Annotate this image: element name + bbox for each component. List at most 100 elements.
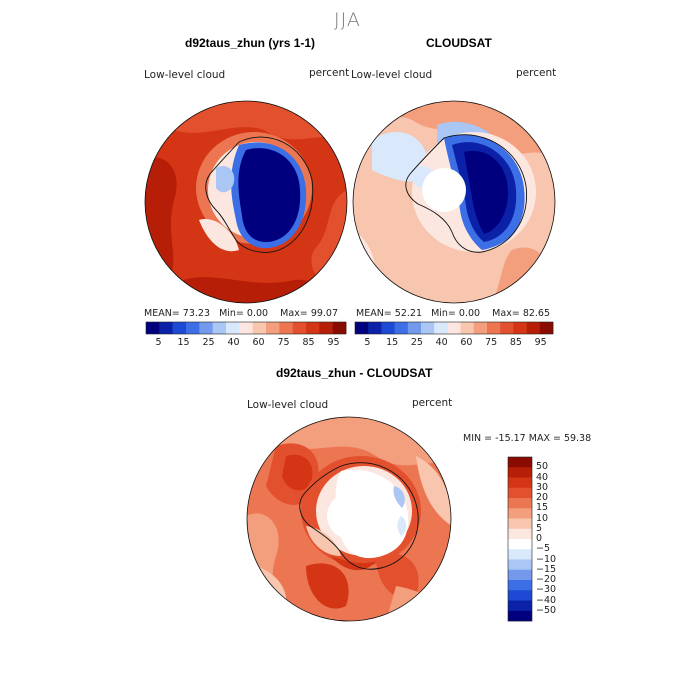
colorbar-tick-label: 50 (536, 461, 549, 473)
right-colorbar (354, 321, 554, 335)
colorbar-tick-label: 10 (536, 512, 549, 524)
diff-colorbar-ticks: 50 40 30 20 15 10 5 0 −5 −10 −15 −20 −30 −40 −50 (536, 457, 576, 621)
colorbar-tick-label: 15 (177, 337, 190, 348)
colorbar-swatch (508, 569, 532, 581)
colorbar-swatch (368, 322, 382, 334)
right-min-value: 0.00 (458, 308, 481, 319)
colorbar-tick-label: −40 (536, 594, 557, 606)
colorbar-tick-label: 5 (536, 522, 543, 534)
left-field-label: Low-level cloud (144, 69, 226, 81)
colorbar-swatch (172, 322, 187, 334)
colorbar-swatch (487, 322, 501, 334)
colorbar-tick-label: 25 (202, 337, 215, 348)
colorbar-swatch (508, 498, 532, 509)
colorbar-swatch (186, 322, 200, 334)
right-units-label: percent (516, 67, 557, 79)
left-min-label: Min= (219, 308, 244, 319)
colorbar-tick-label: −5 (536, 543, 551, 555)
colorbar-swatch (199, 322, 213, 334)
colorbar-swatch (355, 322, 369, 334)
right-mean-value: 52.21 (394, 308, 422, 319)
left-max-label: Max= (280, 308, 308, 319)
colorbar-swatch (319, 322, 333, 334)
colorbar-tick-label: 85 (302, 337, 315, 348)
colorbar-tick-label: 30 (536, 481, 549, 493)
colorbar-tick-label: 60 (252, 337, 265, 348)
colorbar-swatch (332, 322, 347, 334)
colorbar-tick-label: 95 (327, 337, 340, 348)
colorbar-tick-label: −20 (536, 574, 557, 585)
right-max-label: Max= (492, 308, 520, 319)
colorbar-swatch (526, 322, 541, 334)
colorbar-tick-label: −10 (536, 553, 557, 565)
colorbar-swatch (279, 322, 293, 334)
colorbar-swatch (508, 539, 532, 550)
diff-minmax: MIN = -15.17 MAX = 59.38 (463, 433, 592, 444)
colorbar-tick-label: 5 (155, 337, 162, 348)
right-max-value: 82.65 (522, 308, 551, 319)
colorbar-swatch (539, 322, 554, 334)
colorbar-tick-label: −15 (536, 563, 557, 575)
colorbar-tick-label: 75 (277, 337, 290, 348)
colorbar-tick-label: 40 (435, 337, 448, 348)
colorbar-tick-label: 15 (386, 337, 399, 348)
right-stats: MEAN= 52.21 Min= 0.00 Max= 82.65 (356, 308, 550, 319)
diff-panel-title: d92taus_zhun - CLOUDSAT (276, 366, 433, 380)
colorbar-swatch (460, 322, 475, 334)
left-polar-map (144, 100, 348, 304)
right-panel-title: CLOUDSAT (426, 36, 492, 50)
diff-field-label: Low-level cloud (247, 399, 329, 411)
left-mean-value: 73.23 (182, 308, 210, 319)
colorbar-swatch (508, 590, 532, 601)
colorbar-border (354, 321, 554, 335)
left-min-value: 0.00 (246, 308, 269, 319)
colorbar-tick-label: 75 (485, 337, 498, 348)
right-field-label: Low-level cloud (351, 69, 433, 81)
colorbar-swatch (239, 322, 253, 334)
colorbar-swatch (407, 322, 422, 334)
colorbar-swatch (508, 528, 532, 540)
colorbar-tick-label: −50 (536, 604, 557, 616)
colorbar-swatch (252, 322, 267, 334)
colorbar-tick-label: 25 (410, 337, 423, 348)
colorbar-tick-label: 40 (536, 471, 549, 483)
colorbar-swatch (508, 477, 532, 489)
right-min-label: Min= (431, 308, 456, 319)
right-mean-label: MEAN= (356, 308, 392, 319)
left-mean-label: MEAN= (144, 308, 180, 319)
right-polar-map (352, 100, 556, 304)
colorbar-tick-label: 15 (536, 502, 549, 514)
colorbar-swatch (473, 322, 488, 334)
left-panel-title: d92taus_zhun (yrs 1-1) (185, 36, 316, 50)
diff-colorbar (507, 456, 533, 622)
colorbar-swatch (500, 322, 514, 334)
colorbar-swatch (421, 322, 435, 334)
colorbar-swatch (508, 549, 532, 560)
colorbar-tick-label: 40 (227, 337, 240, 348)
colorbar-swatch (306, 322, 320, 334)
colorbar-swatch (159, 322, 173, 334)
colorbar-swatch (381, 322, 395, 334)
colorbar-border (507, 456, 533, 622)
colorbar-tick-label: 85 (509, 337, 522, 348)
colorbar-swatch (447, 322, 461, 334)
colorbar-tick-label: 0 (536, 533, 543, 544)
colorbar-swatch (226, 322, 240, 334)
colorbar-swatch (513, 322, 527, 334)
diff-polar-map (246, 416, 452, 622)
left-colorbar-ticks: 5 15 25 40 60 75 85 95 (146, 337, 346, 349)
left-max-value: 99.07 (310, 308, 339, 319)
colorbar-tick-label: 5 (364, 337, 371, 348)
colorbar-swatch (508, 457, 532, 468)
colorbar-swatch (508, 559, 532, 571)
diff-units-label: percent (412, 397, 453, 409)
colorbar-swatch (508, 467, 532, 478)
season-title: JJA (334, 9, 361, 31)
colorbar-swatch (508, 580, 532, 591)
colorbar-swatch (212, 322, 227, 334)
colorbar-tick-label: 95 (534, 337, 547, 348)
colorbar-swatch (508, 610, 532, 622)
left-stats: MEAN= 73.23 Min= 0.00 Max= 99.07 (144, 308, 338, 319)
left-units-label: percent (309, 67, 350, 79)
colorbar-swatch (508, 508, 532, 519)
